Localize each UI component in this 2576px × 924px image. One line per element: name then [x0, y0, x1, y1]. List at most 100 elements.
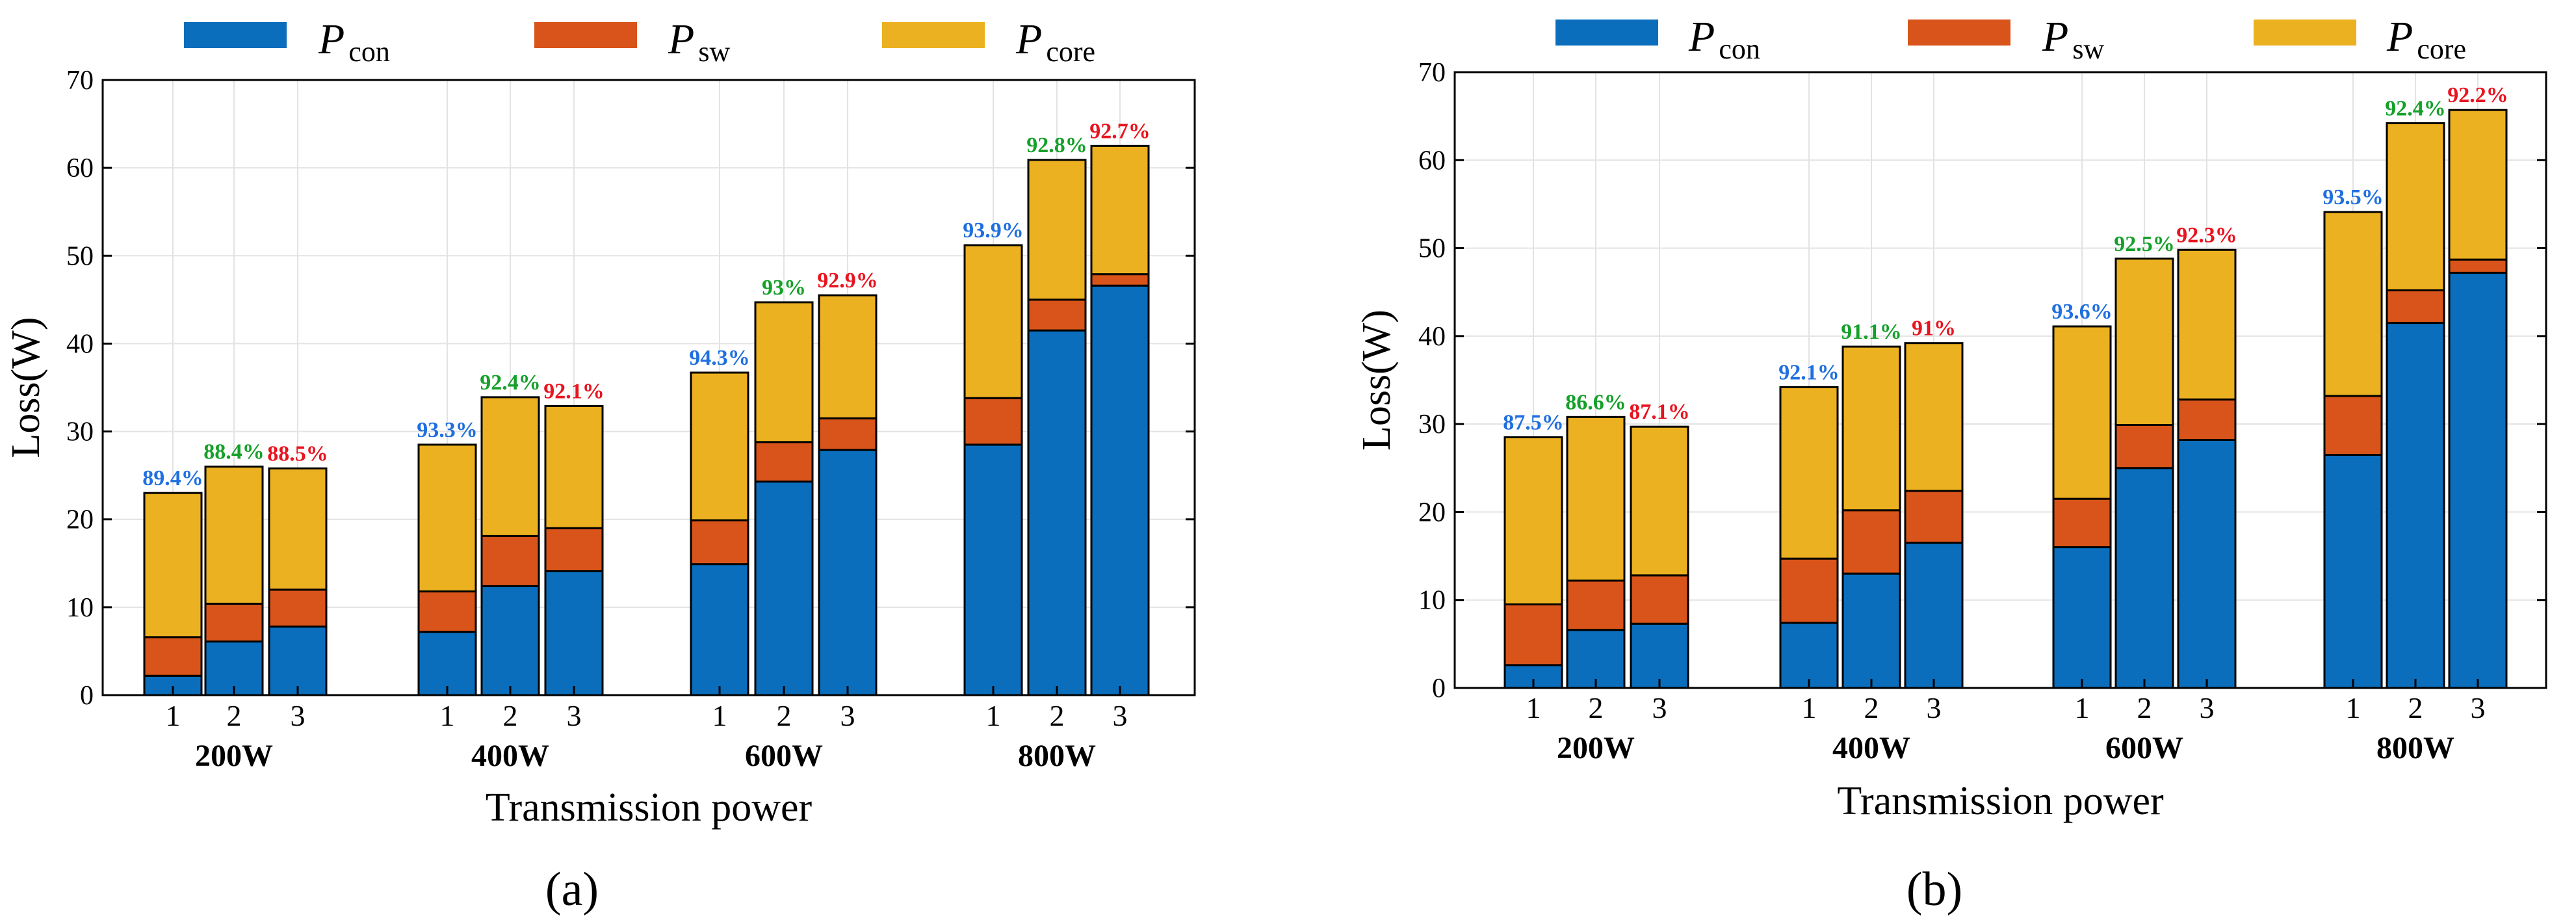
bar-segment-con	[1027, 329, 1087, 696]
bar-index-label: 3	[567, 699, 582, 732]
efficiency-label: 93.3%	[417, 418, 478, 442]
bar-index-label: 2	[2137, 691, 2152, 724]
plot-frame	[101, 79, 1196, 696]
y-tick-label: 40	[66, 329, 94, 359]
y-tick-label: 60	[66, 153, 94, 183]
bar-segment-sw	[1904, 490, 1964, 544]
bar-segment-sw	[417, 590, 477, 633]
efficiency-label: 93.6%	[2051, 300, 2113, 324]
y-tick-label: 20	[66, 505, 94, 535]
efficiency-label: 89.4%	[142, 466, 203, 490]
bar-segment-con	[480, 585, 540, 696]
efficiency-label: 87.1%	[1629, 400, 1690, 424]
bar-index-label: 1	[1526, 691, 1541, 724]
bar-segment-core	[268, 467, 328, 591]
x-axis-title: Transmission power	[1837, 779, 2164, 823]
group-label: 200W	[195, 739, 273, 773]
bar-index-label: 2	[2408, 691, 2423, 724]
x-axis-title: Transmission power	[486, 785, 813, 830]
bar-segment-con	[1779, 622, 1839, 689]
bar-segment-sw	[480, 535, 540, 587]
legend-label-sub: sw	[2072, 33, 2104, 65]
bar-index-label: 2	[503, 699, 518, 732]
bar-index-label: 1	[712, 699, 727, 732]
bar-segment-sw	[818, 417, 878, 451]
y-tick-label: 10	[66, 593, 94, 623]
bar-segment-con	[417, 631, 477, 696]
y-tick-label: 0	[80, 681, 94, 711]
y-axis-title: Loss(W)	[4, 317, 48, 458]
bar-segment-con	[754, 481, 814, 696]
group-label: 200W	[1557, 731, 1635, 765]
bar-segment-core	[818, 294, 878, 419]
efficiency-label: 93%	[762, 276, 806, 300]
y-tick-label: 50	[66, 241, 94, 271]
bar-index-label: 1	[1802, 691, 1817, 724]
bar-segment-core	[417, 443, 477, 593]
bar-index-label: 3	[2200, 691, 2215, 724]
legend-label-sub: sw	[698, 36, 730, 68]
group-label: 400W	[1832, 731, 1910, 765]
bar-segment-sw	[2114, 423, 2174, 469]
bar-segment-sw	[963, 397, 1023, 446]
bar-segment-sw	[1779, 557, 1839, 624]
bar-segment-sw	[1566, 579, 1626, 631]
legend-label-main: P	[318, 16, 345, 63]
efficiency-label: 92.1%	[1778, 360, 1840, 384]
bar-segment-sw	[2177, 398, 2237, 441]
legend-label-sub: core	[1046, 36, 1095, 68]
bar-segment-core	[143, 492, 203, 639]
bar-segment-core	[1630, 425, 1689, 577]
bar-index-label: 1	[440, 699, 455, 732]
efficiency-label: 88.5%	[267, 442, 328, 466]
bar-index-label: 1	[166, 699, 181, 732]
bar-segment-con	[2448, 271, 2508, 689]
legend-swatch-core	[882, 22, 985, 48]
bar-segment-sw	[2386, 289, 2445, 324]
bar-index-label: 3	[291, 699, 306, 732]
bar-segment-sw	[690, 519, 749, 566]
bar-index-label: 3	[840, 699, 855, 732]
bar-segment-core	[1841, 345, 1901, 512]
bar-segment-core	[1503, 436, 1563, 605]
group-label: 600W	[745, 739, 823, 773]
efficiency-label: 86.6%	[1565, 390, 1626, 414]
group-label: 600W	[2105, 731, 2183, 765]
bar-segment-core	[2114, 257, 2174, 426]
bar-index-label: 1	[2075, 691, 2090, 724]
bar-segment-con	[963, 443, 1023, 696]
group-label: 400W	[471, 739, 549, 773]
legend-label-main: P	[1015, 16, 1042, 63]
legend-swatch-core	[2254, 20, 2356, 46]
bar-segment-core	[1027, 159, 1087, 301]
bar-segment-core	[2177, 248, 2237, 401]
bar-segment-con	[818, 449, 878, 696]
bar-segment-core	[480, 396, 540, 537]
group-label: 800W	[2376, 731, 2454, 765]
bar-index-label: 3	[1113, 699, 1128, 732]
panel-label: (a)	[545, 863, 599, 916]
bar-segment-sw	[754, 441, 814, 483]
bar-segment-con	[2177, 438, 2237, 689]
bar-index-label: 2	[227, 699, 242, 732]
bar-segment-core	[2052, 325, 2112, 500]
bar-segment-sw	[1503, 603, 1563, 667]
bar-segment-core	[754, 301, 814, 443]
bar-segment-core	[1566, 416, 1626, 582]
bar-segment-sw	[1841, 509, 1901, 575]
bar-segment-con	[2323, 453, 2383, 689]
y-axis-title: Loss(W)	[1355, 310, 1399, 451]
bar-segment-sw	[2323, 395, 2383, 456]
panel-label: (b)	[1906, 863, 1962, 916]
efficiency-label: 92.1%	[543, 379, 605, 403]
bar-index-label: 3	[1927, 691, 1942, 724]
bar-segment-con	[1841, 572, 1901, 689]
bar-index-label: 2	[1864, 691, 1879, 724]
efficiency-label: 92.2%	[2447, 83, 2508, 107]
bar-index-label: 3	[1652, 691, 1667, 724]
bar-segment-core	[2386, 122, 2445, 292]
y-tick-label: 70	[66, 66, 94, 96]
efficiency-label: 87.5%	[1503, 410, 1564, 434]
bar-segment-core	[2448, 109, 2508, 261]
